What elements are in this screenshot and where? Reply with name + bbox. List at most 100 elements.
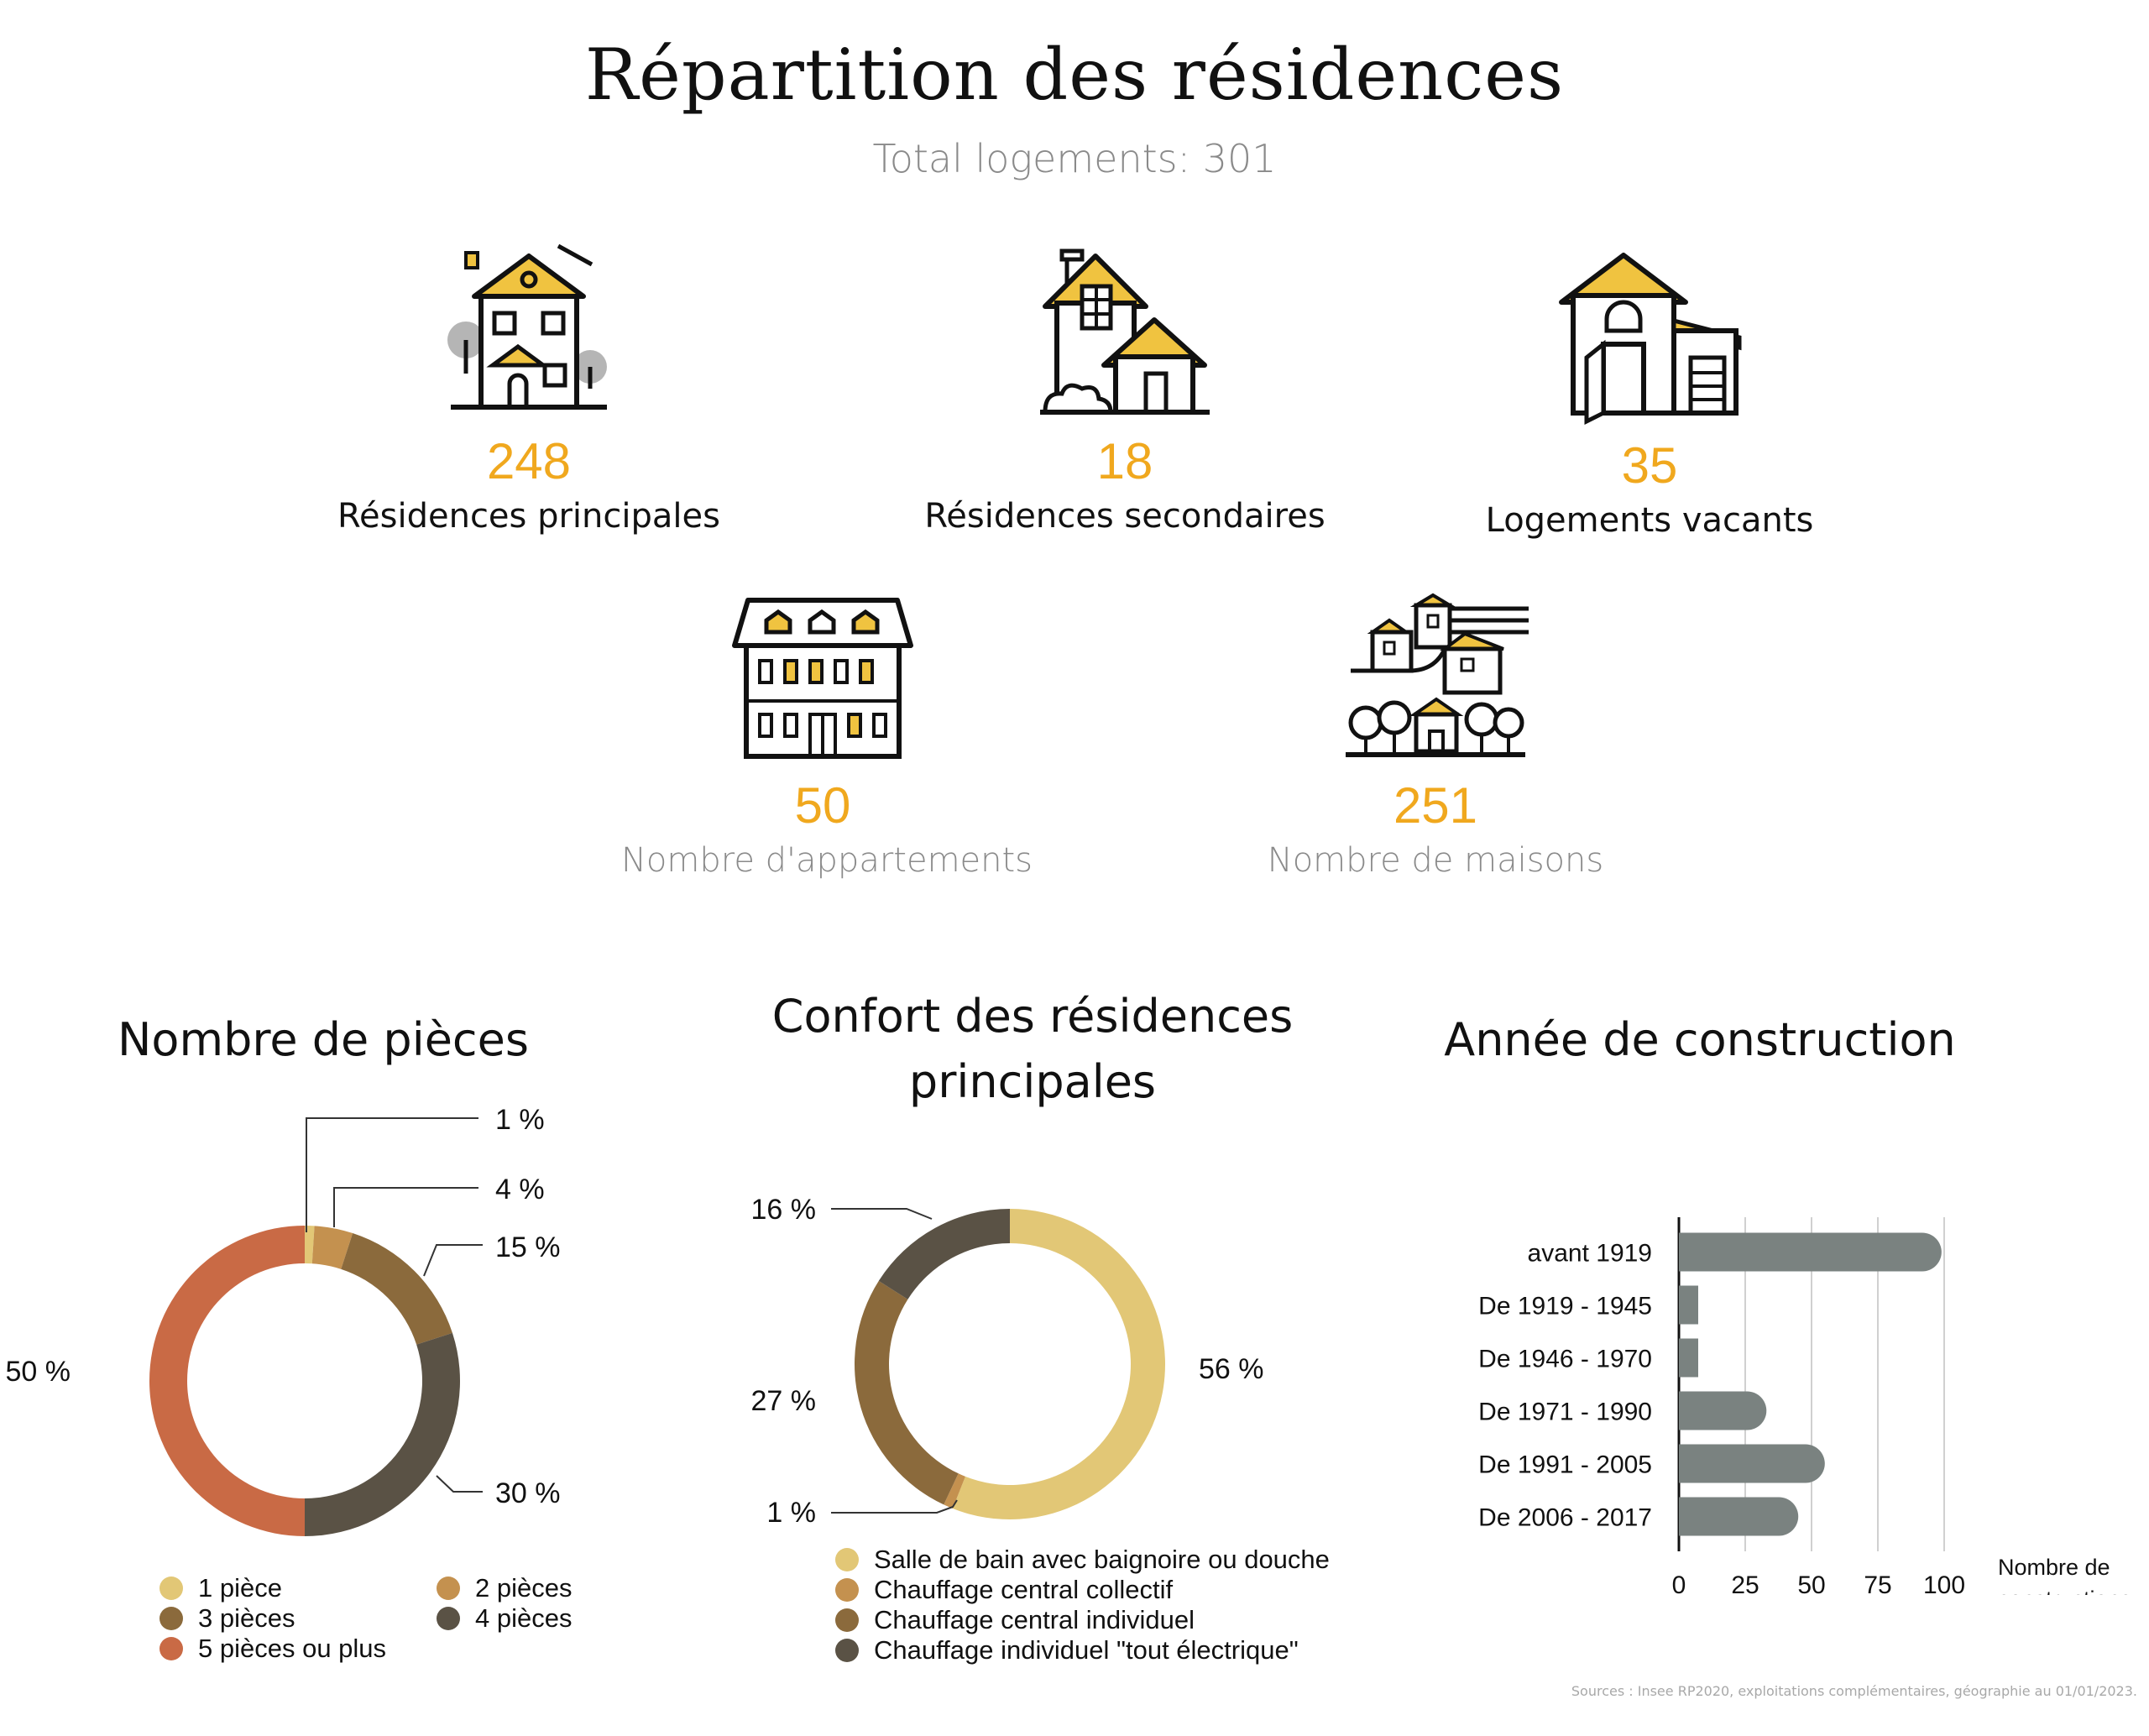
label-leader-line bbox=[306, 1117, 478, 1232]
axis-label: Nombre de bbox=[1998, 1555, 2110, 1580]
donut-slice bbox=[305, 1332, 460, 1536]
legend-item: Chauffage central individuel bbox=[835, 1605, 1423, 1635]
legend-item: Salle de bain avec baignoire ou douche bbox=[835, 1545, 1423, 1575]
legend-item: 4 pièces bbox=[437, 1603, 604, 1634]
stat-residences-principales: 248 Résidences principales bbox=[319, 239, 739, 541]
legend-label: Chauffage individuel "tout électrique" bbox=[874, 1635, 1299, 1665]
bar-base bbox=[1679, 1497, 1698, 1536]
category-label: De 1971 - 1990 bbox=[1478, 1399, 1652, 1426]
tick-label: 25 bbox=[1731, 1571, 1759, 1595]
legend-label: Salle de bain avec baignoire ou douche bbox=[874, 1545, 1330, 1574]
bar-base bbox=[1679, 1232, 1698, 1272]
stat-value: 248 bbox=[486, 433, 572, 489]
legend-label: Chauffage central individuel bbox=[874, 1605, 1195, 1634]
stat-label: Nombre d'appartements bbox=[621, 841, 1033, 880]
legend-swatch bbox=[159, 1637, 183, 1660]
legend-confort: Salle de bain avec baignoire ou douche C… bbox=[835, 1545, 1423, 1665]
legend-label: 1 pièce bbox=[198, 1573, 282, 1603]
legend-item: 5 pièces ou plus bbox=[159, 1634, 437, 1664]
data-label: 16 % bbox=[751, 1194, 817, 1226]
category-label: De 1946 - 1970 bbox=[1478, 1346, 1652, 1373]
bar bbox=[1679, 1497, 1799, 1536]
legend-swatch bbox=[835, 1578, 859, 1602]
stat-value: 50 bbox=[794, 777, 851, 834]
data-label: 1 % bbox=[495, 1104, 545, 1136]
label-leader-line bbox=[831, 1499, 958, 1514]
donut-slice bbox=[878, 1209, 1010, 1299]
label-leader-line bbox=[831, 1208, 933, 1220]
donut-slice bbox=[305, 1226, 315, 1264]
data-label: 15 % bbox=[495, 1231, 561, 1263]
bar bbox=[1679, 1391, 1767, 1430]
label-leader-line bbox=[423, 1244, 483, 1277]
data-label: 30 % bbox=[495, 1477, 561, 1509]
vacant-house-icon bbox=[1559, 253, 1742, 426]
category-label: avant 1919 bbox=[1528, 1240, 1652, 1268]
donut-chart-confort: 56 % 1 % 27 % 16 % bbox=[751, 1194, 1264, 1529]
donut-slice bbox=[311, 1226, 353, 1269]
legend-label: 2 pièces bbox=[475, 1573, 573, 1603]
legend-label: Chauffage central collectif bbox=[874, 1575, 1174, 1604]
townhouse-icon bbox=[447, 243, 607, 410]
page-subtitle: Total logements: 301 bbox=[872, 136, 1277, 181]
stat-logements-vacants: 35 Logements vacants bbox=[1452, 243, 1847, 546]
village-houses-icon bbox=[1346, 593, 1529, 757]
label-leader-line bbox=[436, 1475, 483, 1493]
stat-value: 251 bbox=[1393, 777, 1478, 834]
legend-swatch bbox=[159, 1607, 183, 1630]
donut-slice bbox=[855, 1280, 959, 1505]
stat-label: Résidences secondaires bbox=[924, 497, 1325, 536]
page-title: Répartition des résidences bbox=[584, 34, 1565, 116]
country-house-icon bbox=[1040, 248, 1210, 415]
label-leader-line bbox=[333, 1187, 478, 1227]
data-label: 1 % bbox=[766, 1497, 816, 1529]
tick-label: 75 bbox=[1864, 1571, 1891, 1595]
category-label: De 1919 - 1945 bbox=[1478, 1293, 1652, 1320]
legend-swatch bbox=[835, 1608, 859, 1632]
legend-swatch bbox=[437, 1577, 460, 1600]
legend-item: Chauffage central collectif bbox=[835, 1575, 1423, 1605]
donut-slice bbox=[149, 1226, 305, 1536]
legend-swatch bbox=[159, 1577, 183, 1600]
legend-swatch bbox=[835, 1548, 859, 1571]
legend-item: 2 pièces bbox=[437, 1573, 604, 1603]
bar-base bbox=[1679, 1338, 1698, 1378]
stat-value: 35 bbox=[1621, 437, 1678, 494]
legend-swatch bbox=[437, 1607, 460, 1630]
donut-slice bbox=[341, 1233, 452, 1345]
legend-label: 4 pièces bbox=[475, 1603, 573, 1633]
category-label: De 1991 - 2005 bbox=[1478, 1451, 1652, 1479]
stat-residences-secondaires: 18 Résidences secondaires bbox=[915, 239, 1335, 541]
stat-value: 18 bbox=[1096, 433, 1153, 489]
apartment-building-icon bbox=[732, 598, 913, 759]
legend-pieces: 1 pièce 2 pièces 3 pièces 4 pièces 5 piè… bbox=[159, 1573, 596, 1664]
stat-label: Résidences principales bbox=[337, 497, 720, 536]
tick-label: 50 bbox=[1797, 1571, 1825, 1595]
bar-base bbox=[1679, 1391, 1698, 1430]
donut-chart-pieces: 1 % 4 % 15 % 30 % 50 % bbox=[6, 1104, 561, 1536]
tick-label: 100 bbox=[1923, 1571, 1965, 1595]
legend-item: Chauffage individuel "tout électrique" bbox=[835, 1635, 1423, 1665]
data-label: 4 % bbox=[495, 1174, 545, 1205]
bar bbox=[1679, 1444, 1825, 1483]
stat-label: Nombre de maisons bbox=[1267, 841, 1604, 880]
data-label: 27 % bbox=[751, 1385, 817, 1417]
stat-maisons: 251 Nombre de maisons bbox=[1234, 583, 1637, 886]
tick-label: 0 bbox=[1672, 1571, 1686, 1595]
donut-slice bbox=[944, 1473, 965, 1509]
category-label: De 2006 - 2017 bbox=[1478, 1504, 1652, 1532]
bar-base bbox=[1679, 1444, 1698, 1483]
legend-swatch bbox=[835, 1639, 859, 1662]
bar-chart-construction: 0 25 50 75 100 avant 1919 De 1919 - 1945 De 194… bbox=[1478, 1217, 2131, 1595]
stat-label: Logements vacants bbox=[1485, 501, 1814, 540]
stat-appartements: 50 Nombre d'appartements bbox=[621, 583, 1033, 886]
data-label: 50 % bbox=[6, 1356, 71, 1388]
bar-base bbox=[1679, 1285, 1698, 1325]
bar bbox=[1679, 1232, 1942, 1272]
data-label: 56 % bbox=[1199, 1353, 1264, 1385]
axis-label: constructions bbox=[1998, 1587, 2131, 1595]
donut-slice bbox=[952, 1209, 1165, 1519]
chart-title-construction: Année de construction bbox=[1444, 1013, 1956, 1066]
chart-title-confort: Confort des résidences principales bbox=[771, 990, 1294, 1108]
chart-title-pieces: Nombre de pièces bbox=[118, 1013, 529, 1066]
